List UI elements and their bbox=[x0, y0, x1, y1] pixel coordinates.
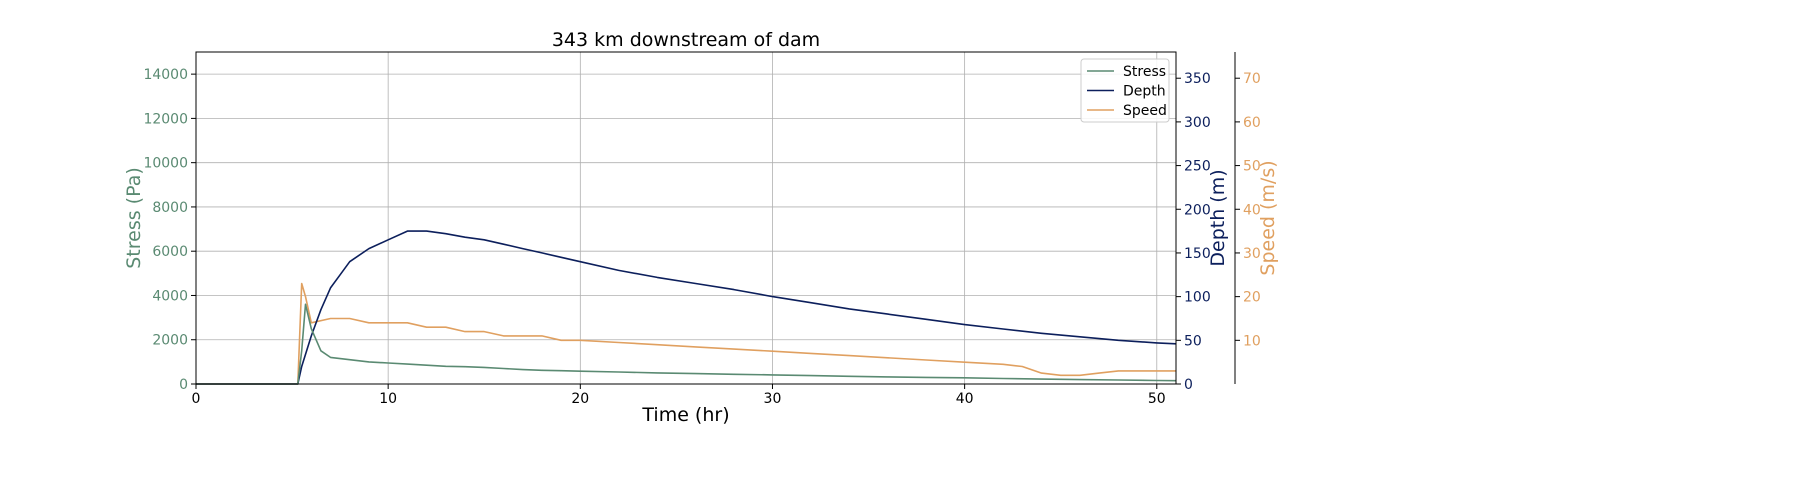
speed-tick-label: 40 bbox=[1243, 202, 1261, 218]
stress-tick-label: 10000 bbox=[143, 156, 188, 172]
depth-tick-label: 200 bbox=[1184, 202, 1211, 218]
legend-label-speed: Speed bbox=[1123, 103, 1167, 119]
speed-tick-label: 10 bbox=[1243, 333, 1261, 349]
speed-tick-label: 30 bbox=[1243, 246, 1261, 262]
depth-tick-label: 100 bbox=[1184, 290, 1211, 306]
stress-tick-label: 2000 bbox=[152, 333, 188, 349]
series-line-speed bbox=[196, 282, 1176, 385]
x-tick-label: 0 bbox=[192, 391, 201, 407]
x-axis-label: Time (hr) bbox=[641, 404, 729, 426]
stress-tick-label: 8000 bbox=[152, 200, 188, 216]
x-tick-label: 40 bbox=[956, 391, 974, 407]
x-tick-label: 50 bbox=[1148, 391, 1166, 407]
depth-tick-label: 0 bbox=[1184, 377, 1193, 393]
chart-title: 343 km downstream of dam bbox=[552, 29, 820, 51]
depth-tick-label: 350 bbox=[1184, 71, 1211, 87]
stress-tick-label: 12000 bbox=[143, 111, 188, 127]
x-tick-label: 10 bbox=[379, 391, 397, 407]
speed-axis-label: Speed (m/s) bbox=[1257, 160, 1279, 275]
plot-frame bbox=[195, 51, 1177, 385]
axes: 0 10 20 30 40 5002000400060008000100001200014… bbox=[143, 51, 1261, 407]
stress-tick-label: 14000 bbox=[143, 67, 188, 83]
depth-tick-label: 250 bbox=[1184, 159, 1211, 175]
legend-label-depth: Depth bbox=[1123, 84, 1166, 100]
stress-tick-label: 4000 bbox=[152, 288, 188, 304]
depth-tick-label: 50 bbox=[1184, 333, 1202, 349]
speed-tick-label: 50 bbox=[1243, 159, 1261, 175]
x-tick-label: 20 bbox=[571, 391, 589, 407]
speed-tick-label: 60 bbox=[1243, 115, 1261, 131]
grid bbox=[195, 52, 1176, 385]
series-line-stress bbox=[196, 303, 1177, 385]
series-line-depth bbox=[196, 230, 1177, 385]
stress-tick-label: 6000 bbox=[152, 244, 188, 260]
legend: Stress Depth Speed bbox=[1080, 58, 1170, 123]
stress-axis-label: Stress (Pa) bbox=[123, 167, 145, 269]
depth-tick-label: 150 bbox=[1184, 246, 1211, 262]
depth-tick-label: 300 bbox=[1184, 115, 1211, 131]
speed-tick-label: 70 bbox=[1243, 71, 1261, 87]
plot-area bbox=[196, 230, 1177, 385]
depth-axis-label: Depth (m) bbox=[1207, 169, 1229, 266]
x-tick-label: 30 bbox=[764, 391, 782, 407]
stress-tick-label: 0 bbox=[179, 377, 188, 393]
speed-tick-label: 20 bbox=[1243, 290, 1261, 306]
legend-label-stress: Stress bbox=[1123, 64, 1166, 80]
legend-box bbox=[1080, 58, 1170, 123]
